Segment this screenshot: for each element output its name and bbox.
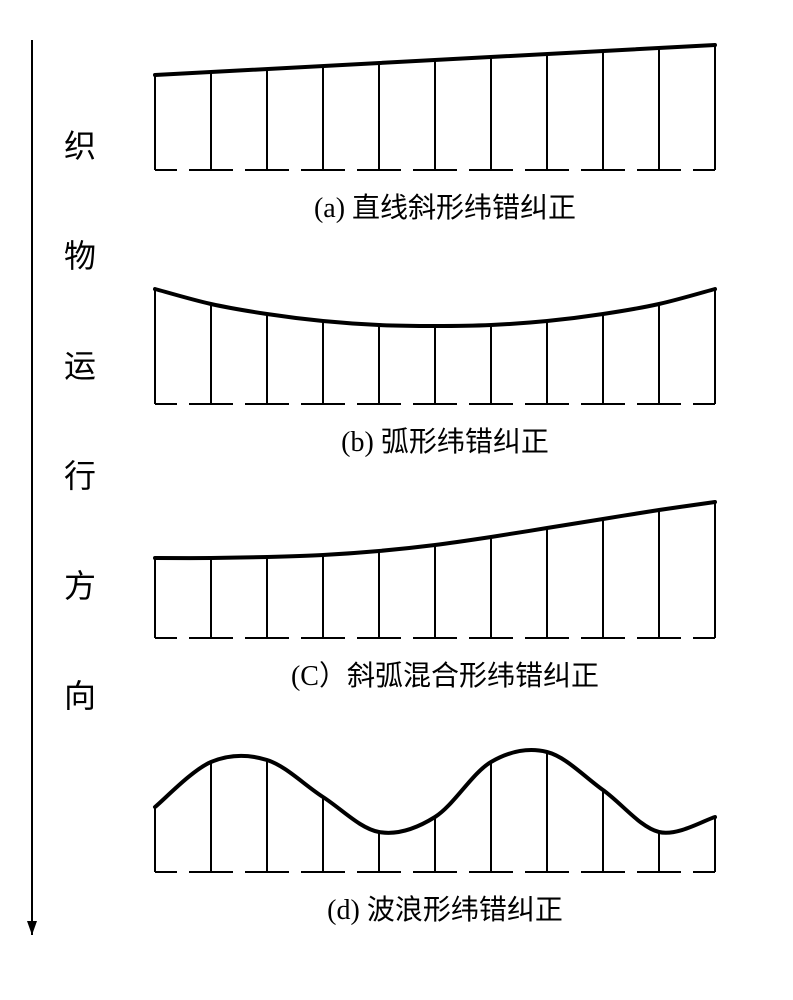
panel-a-caption: (a) 直线斜形纬错纠正: [130, 186, 760, 226]
panel-b-svg: [130, 254, 740, 414]
panel-d: (d) 波浪形纬错纠正: [130, 722, 760, 928]
panel-d-caption: (d) 波浪形纬错纠正: [130, 888, 760, 928]
direction-label: 织物运行方向: [60, 130, 100, 790]
direction-arrow: [20, 40, 50, 940]
panel-c-svg: [130, 488, 740, 648]
direction-label-char: 行: [60, 460, 100, 492]
direction-label-char: 方: [60, 570, 100, 602]
panel-c: (C）斜弧混合形纬错纠正: [130, 488, 760, 694]
direction-label-char: 物: [60, 240, 100, 272]
panel-c-caption: (C）斜弧混合形纬错纠正: [130, 654, 760, 694]
panel-a-svg: [130, 20, 740, 180]
direction-label-char: 向: [60, 680, 100, 712]
panel-b: (b) 弧形纬错纠正: [130, 254, 760, 460]
figure-column: (a) 直线斜形纬错纠正 (b) 弧形纬错纠正 (C）斜弧混合形纬错纠正 (d) 波浪…: [130, 20, 760, 956]
direction-label-char: 织: [60, 130, 100, 162]
panel-d-svg: [130, 722, 740, 882]
panel-b-caption: (b) 弧形纬错纠正: [130, 420, 760, 460]
direction-label-char: 运: [60, 350, 100, 382]
panel-a: (a) 直线斜形纬错纠正: [130, 20, 760, 226]
